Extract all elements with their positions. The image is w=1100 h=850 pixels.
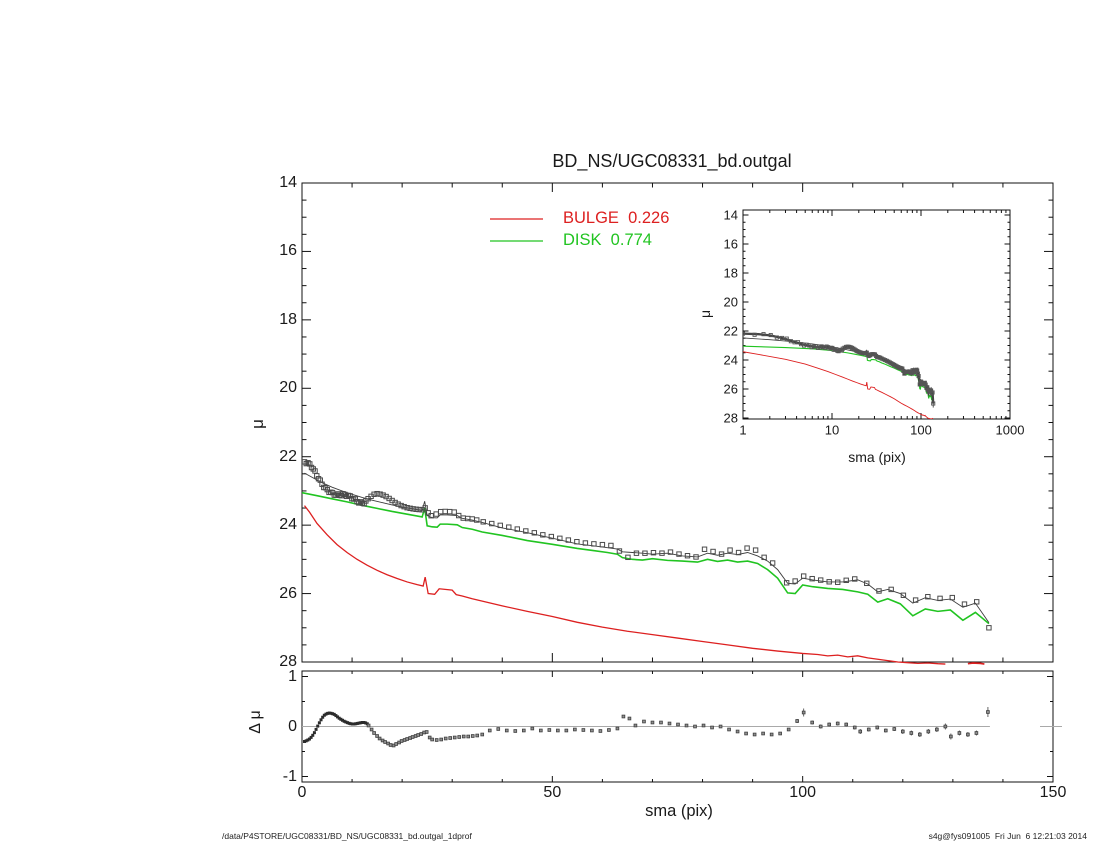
tick-label: 28 [279,653,297,670]
tick-label: 150 [1039,784,1067,801]
tick-label: 0 [288,717,297,735]
tick-label: 16 [723,236,738,252]
tick-label: 20 [723,294,738,310]
residual-y-axis-label: Δ μ [247,710,264,734]
tick-label: 10 [824,422,840,438]
tick-label: 20 [279,379,297,397]
tick-label: 1000 [995,422,1025,438]
tick-label: 18 [279,310,297,328]
inset-y-axis-label: μ [697,309,713,319]
tick-label: 18 [723,265,738,281]
tick-label: 16 [279,242,297,260]
tick-label: 1 [739,422,747,438]
tick-label: 26 [723,381,738,397]
residual-plot [303,707,990,748]
main-plot [302,459,992,665]
legend-label-bulge: BULGE 0.226 [563,209,670,227]
tick-label: 0 [297,784,307,801]
inset-plot [743,331,936,419]
output-file-path: /data/P4STORE/UGC08331/BD_NS/UGC08331_bd… [222,831,472,841]
user-host-timestamp: s4g@fys091005 Fri Jun 6 12:21:03 2014 [928,831,1087,841]
tick-label: 28 [723,410,738,426]
tick-label: 26 [279,584,297,602]
tick-label: 24 [279,516,297,534]
tick-label: 50 [543,784,562,801]
tick-label: 22 [279,447,297,465]
tick-label: 100 [789,784,817,801]
main-y-axis-label: μ [248,419,267,429]
tick-label: 14 [279,174,297,191]
chart-title: BD_NS/UGC08331_bd.outgal [552,151,792,171]
x-axis-label: sma (pix) [645,802,713,820]
tick-label: 24 [723,352,738,368]
tick-label: -1 [282,767,297,785]
tick-label: 1 [288,667,297,685]
tick-label: 14 [723,207,738,223]
legend-label-disk: DISK 0.774 [563,231,652,249]
tick-label: 22 [723,323,738,339]
inset-x-axis-label: sma (pix) [848,449,906,465]
tick-label: 100 [910,422,932,438]
